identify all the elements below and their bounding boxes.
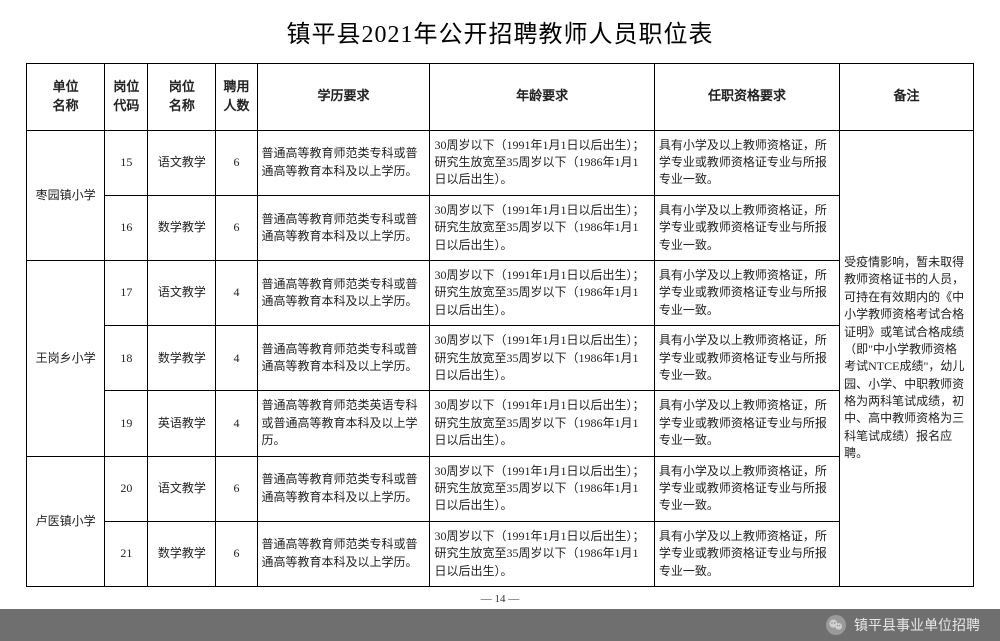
cell-note: 受疫情影响，暂未取得教师资格证书的人员，可持在有效期内的《中小学教师资格考试合格… bbox=[840, 130, 974, 586]
cell-post: 数学教学 bbox=[148, 195, 216, 260]
th-edu: 学历要求 bbox=[257, 64, 430, 131]
cell-qual: 具有小学及以上教师资格证，所学专业或教师资格证专业与所报专业一致。 bbox=[654, 521, 839, 586]
th-age: 年龄要求 bbox=[430, 64, 654, 131]
cell-num: 4 bbox=[216, 261, 257, 326]
cell-age: 30周岁以下（1991年1月1日以后出生）；研究生放宽至35周岁以下（1986年… bbox=[430, 391, 654, 456]
cell-age: 30周岁以下（1991年1月1日以后出生）；研究生放宽至35周岁以下（1986年… bbox=[430, 326, 654, 391]
th-code: 岗位代码 bbox=[105, 64, 148, 131]
cell-edu: 普通高等教育师范类专科或普通高等教育本科及以上学历。 bbox=[257, 130, 430, 195]
cell-num: 4 bbox=[216, 326, 257, 391]
table-row: 王岗乡小学17语文教学4普通高等教育师范类专科或普通高等教育本科及以上学历。30… bbox=[27, 261, 974, 326]
cell-post: 数学教学 bbox=[148, 326, 216, 391]
cell-qual: 具有小学及以上教师资格证，所学专业或教师资格证专业与所报专业一致。 bbox=[654, 195, 839, 260]
cell-num: 6 bbox=[216, 130, 257, 195]
table-row: 枣园镇小学15语文教学6普通高等教育师范类专科或普通高等教育本科及以上学历。30… bbox=[27, 130, 974, 195]
cell-num: 6 bbox=[216, 195, 257, 260]
cell-age: 30周岁以下（1991年1月1日以后出生）；研究生放宽至35周岁以下（1986年… bbox=[430, 195, 654, 260]
cell-age: 30周岁以下（1991年1月1日以后出生）；研究生放宽至35周岁以下（1986年… bbox=[430, 521, 654, 586]
cell-qual: 具有小学及以上教师资格证，所学专业或教师资格证专业与所报专业一致。 bbox=[654, 326, 839, 391]
th-note: 备注 bbox=[840, 64, 974, 131]
cell-edu: 普通高等教育师范类专科或普通高等教育本科及以上学历。 bbox=[257, 326, 430, 391]
table-header-row: 单位名称 岗位代码 岗位名称 聘用人数 学历要求 年龄要求 任职资格要求 备注 bbox=[27, 64, 974, 131]
table-row: 卢医镇小学20语文教学6普通高等教育师范类专科或普通高等教育本科及以上学历。30… bbox=[27, 456, 974, 521]
th-post: 岗位名称 bbox=[148, 64, 216, 131]
cell-edu: 普通高等教育师范类专科或普通高等教育本科及以上学历。 bbox=[257, 456, 430, 521]
table-row: 16数学教学6普通高等教育师范类专科或普通高等教育本科及以上学历。30周岁以下（… bbox=[27, 195, 974, 260]
cell-unit: 枣园镇小学 bbox=[27, 130, 105, 260]
cell-code: 15 bbox=[105, 130, 148, 195]
cell-code: 18 bbox=[105, 326, 148, 391]
th-num: 聘用人数 bbox=[216, 64, 257, 131]
cell-edu: 普通高等教育师范类专科或普通高等教育本科及以上学历。 bbox=[257, 261, 430, 326]
cell-code: 20 bbox=[105, 456, 148, 521]
cell-qual: 具有小学及以上教师资格证，所学专业或教师资格证专业与所报专业一致。 bbox=[654, 456, 839, 521]
cell-post: 语文教学 bbox=[148, 130, 216, 195]
table-row: 18数学教学4普通高等教育师范类专科或普通高等教育本科及以上学历。30周岁以下（… bbox=[27, 326, 974, 391]
cell-age: 30周岁以下（1991年1月1日以后出生）；研究生放宽至35周岁以下（1986年… bbox=[430, 456, 654, 521]
cell-edu: 普通高等教育师范类专科或普通高等教育本科及以上学历。 bbox=[257, 521, 430, 586]
th-qual: 任职资格要求 bbox=[654, 64, 839, 131]
cell-post: 数学教学 bbox=[148, 521, 216, 586]
table-row: 21数学教学6普通高等教育师范类专科或普通高等教育本科及以上学历。30周岁以下（… bbox=[27, 521, 974, 586]
page-number: — 14 — bbox=[26, 593, 974, 605]
cell-qual: 具有小学及以上教师资格证，所学专业或教师资格证专业与所报专业一致。 bbox=[654, 391, 839, 456]
cell-edu: 普通高等教育师范类专科或普通高等教育本科及以上学历。 bbox=[257, 195, 430, 260]
page-title: 镇平县2021年公开招聘教师人员职位表 bbox=[26, 14, 974, 49]
cell-post: 英语教学 bbox=[148, 391, 216, 456]
wechat-icon bbox=[826, 615, 846, 635]
th-unit: 单位名称 bbox=[27, 64, 105, 131]
positions-table: 单位名称 岗位代码 岗位名称 聘用人数 学历要求 年龄要求 任职资格要求 备注 … bbox=[26, 63, 974, 587]
cell-num: 4 bbox=[216, 391, 257, 456]
cell-qual: 具有小学及以上教师资格证，所学专业或教师资格证专业与所报专业一致。 bbox=[654, 130, 839, 195]
cell-qual: 具有小学及以上教师资格证，所学专业或教师资格证专业与所报专业一致。 bbox=[654, 261, 839, 326]
cell-unit: 王岗乡小学 bbox=[27, 261, 105, 457]
table-row: 19英语教学4普通高等教育师范类英语专科或普通高等教育本科及以上学历。30周岁以… bbox=[27, 391, 974, 456]
cell-code: 17 bbox=[105, 261, 148, 326]
cell-unit: 卢医镇小学 bbox=[27, 456, 105, 586]
cell-age: 30周岁以下（1991年1月1日以后出生）；研究生放宽至35周岁以下（1986年… bbox=[430, 261, 654, 326]
cell-age: 30周岁以下（1991年1月1日以后出生）；研究生放宽至35周岁以下（1986年… bbox=[430, 130, 654, 195]
footer-bar: 镇平县事业单位招聘 bbox=[0, 609, 1000, 641]
cell-edu: 普通高等教育师范类英语专科或普通高等教育本科及以上学历。 bbox=[257, 391, 430, 456]
cell-code: 19 bbox=[105, 391, 148, 456]
cell-code: 16 bbox=[105, 195, 148, 260]
footer-source: 镇平县事业单位招聘 bbox=[854, 615, 980, 635]
cell-post: 语文教学 bbox=[148, 456, 216, 521]
cell-code: 21 bbox=[105, 521, 148, 586]
cell-post: 语文教学 bbox=[148, 261, 216, 326]
cell-num: 6 bbox=[216, 521, 257, 586]
cell-num: 6 bbox=[216, 456, 257, 521]
